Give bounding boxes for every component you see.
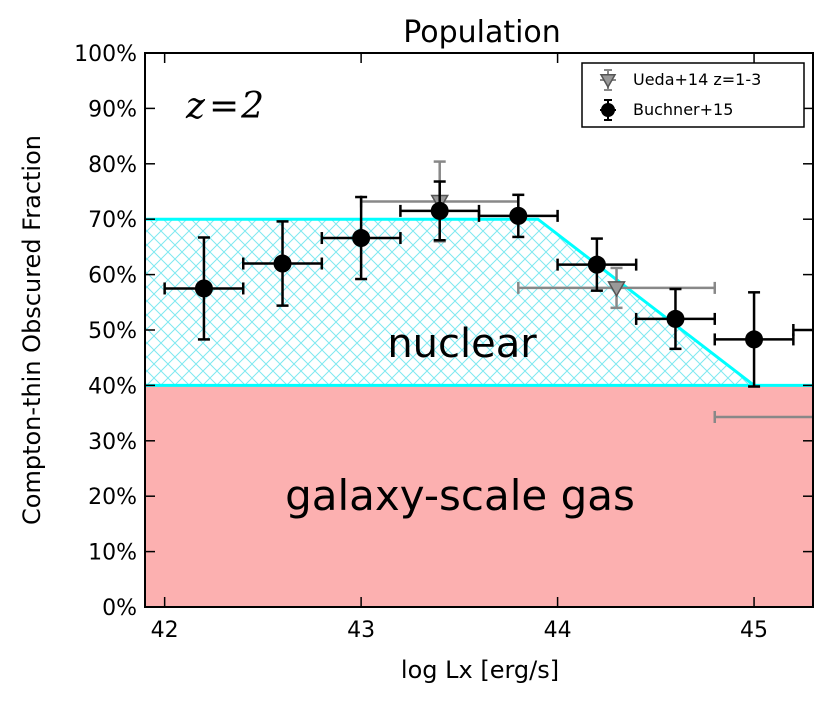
y-tick-label: 10% — [88, 541, 137, 566]
galaxy-scale-gas-region — [145, 385, 813, 607]
redshift-annotation: z =2 — [185, 86, 264, 127]
legend-marker-ueda — [599, 69, 617, 91]
region-label-nuclear: nuclear — [387, 321, 537, 367]
y-tick-label: 100% — [74, 42, 137, 67]
y-tick-label: 60% — [88, 264, 137, 289]
nuclear-outline — [145, 217, 813, 387]
y-tick-label: 40% — [88, 374, 137, 399]
y-tick-label: 70% — [88, 208, 137, 233]
plot-area — [145, 160, 813, 607]
buchner-point-marker — [509, 206, 528, 225]
y-tick-label: 90% — [88, 97, 137, 122]
y-tick-label: 0% — [102, 596, 137, 621]
chart-title: Population — [403, 15, 561, 50]
x-tick-label: 45 — [740, 618, 768, 643]
region-label-galaxy: galaxy-scale gas — [285, 471, 635, 520]
buchner-point-marker — [430, 201, 449, 220]
legend-marker-buchner — [600, 99, 616, 121]
legend-label-buchner: Buchner+15 — [633, 100, 733, 119]
legend: Ueda+14 z=1-3 Buchner+15 — [581, 62, 805, 128]
x-tick-label: 44 — [544, 618, 572, 643]
buchner-point-marker — [352, 229, 371, 248]
legend-buchner-circle — [601, 103, 615, 117]
y-tick-label: 30% — [88, 430, 137, 455]
legend-label-ueda: Ueda+14 z=1-3 — [633, 70, 761, 89]
buchner-point-marker — [745, 330, 764, 349]
ueda-point-marker — [607, 281, 626, 298]
y-tick-label: 80% — [88, 153, 137, 178]
y-tick-label: 50% — [88, 319, 137, 344]
legend-box — [581, 62, 805, 128]
legend-ueda-triangle — [599, 74, 617, 89]
buchner-point-marker — [587, 255, 606, 274]
x-tick-label: 42 — [151, 618, 179, 643]
x-tick-label: 43 — [347, 618, 375, 643]
x-axis-label: log Lx [erg/s] — [401, 656, 559, 684]
buchner-point-marker — [273, 254, 292, 273]
y-axis-label: Compton-thin Obscured Fraction — [18, 135, 46, 525]
nuclear-region — [145, 219, 813, 386]
buchner-point-marker — [666, 309, 685, 328]
data-marks — [163, 160, 813, 423]
y-tick-label: 20% — [88, 485, 137, 510]
buchner-point-marker — [194, 279, 213, 298]
axis-ticks: 42 43 44 45 0% 10% 20% 30% 40% 50% 60% 70% 80% 90% 100… — [74, 42, 813, 643]
